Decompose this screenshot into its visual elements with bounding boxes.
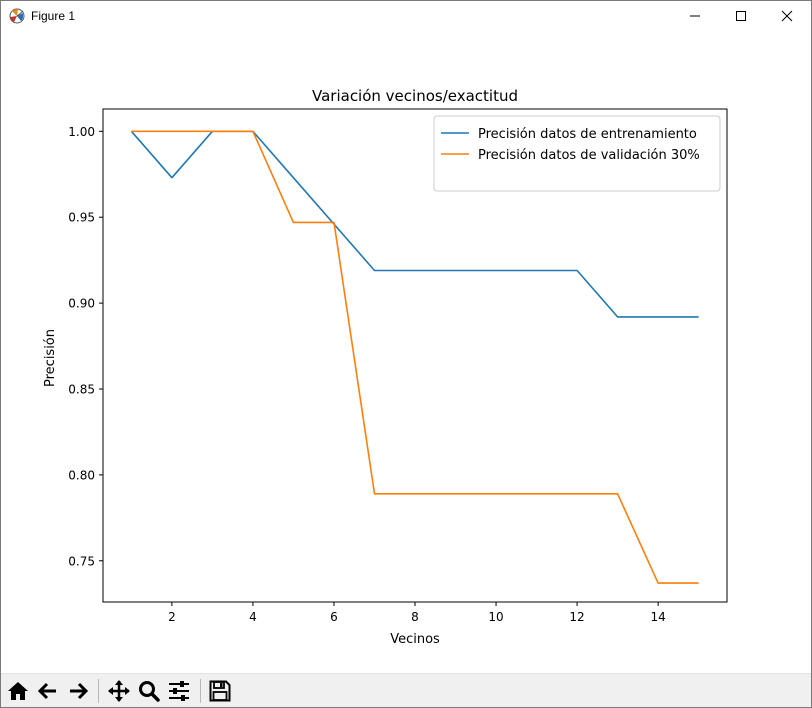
legend-label-2: Precisión datos de validación 30%: [478, 148, 700, 163]
toolbar-separator: [200, 679, 201, 703]
magnifier-icon: [139, 681, 160, 702]
x-tick-label: 4: [249, 610, 257, 624]
close-icon: [781, 10, 793, 22]
matplotlib-logo-icon: [9, 8, 25, 24]
x-tick-label: 10: [488, 610, 503, 624]
x-tick-label: 6: [330, 610, 338, 624]
zoom-button[interactable]: [135, 677, 163, 705]
toolbar-separator: [98, 679, 99, 703]
sliders-icon: [169, 681, 189, 701]
y-tick-label: 0.80: [68, 468, 95, 482]
home-button[interactable]: [4, 677, 32, 705]
x-axis-label: Vecinos: [390, 632, 440, 647]
forward-button[interactable]: [64, 677, 92, 705]
minimize-icon: [690, 15, 700, 17]
pan-button[interactable]: [105, 677, 133, 705]
title-bar: Figure 1: [1, 1, 811, 32]
maximize-icon: [736, 11, 746, 21]
x-tick-label: 12: [569, 610, 584, 624]
line-chart: Variación vecinos/exactitud 2 4 6 8 10 12 14 0.…: [43, 87, 728, 647]
x-tick-label: 14: [650, 610, 665, 624]
y-tick-label: 0.75: [68, 554, 95, 568]
y-axis-label: Precisión: [43, 329, 58, 387]
configure-subplots-button[interactable]: [165, 677, 193, 705]
y-tick-label: 0.90: [68, 297, 95, 311]
figure-canvas[interactable]: Variación vecinos/exactitud 2 4 6 8 10 12 14 0.…: [1, 32, 811, 673]
back-button[interactable]: [34, 677, 62, 705]
floppy-disk-icon: [209, 680, 231, 702]
save-button[interactable]: [206, 677, 234, 705]
y-tick-label: 0.85: [68, 382, 95, 396]
y-tick-label: 1.00: [68, 125, 95, 139]
y-tick-label: 0.95: [68, 211, 95, 225]
x-tick-label: 8: [411, 610, 419, 624]
chart-title: Variación vecinos/exactitud: [312, 87, 518, 105]
minimize-button[interactable]: [672, 1, 718, 32]
close-button[interactable]: [764, 1, 810, 32]
arrow-right-icon: [70, 682, 89, 700]
series-line-2: [131, 130, 699, 584]
window-title: Figure 1: [31, 9, 76, 23]
home-icon: [8, 682, 28, 700]
legend-label-1: Precisión datos de entrenamiento: [478, 127, 697, 142]
maximize-button[interactable]: [718, 1, 764, 32]
arrow-left-icon: [37, 682, 56, 700]
axes: 2 4 6 8 10 12 14 0.75 0.80 0.85 0.90 0.95 1.00 Precis…: [68, 108, 728, 624]
navigation-toolbar: [1, 673, 811, 707]
legend-box: [433, 115, 721, 192]
x-tick-label: 2: [168, 610, 176, 624]
move-icon: [108, 680, 130, 702]
